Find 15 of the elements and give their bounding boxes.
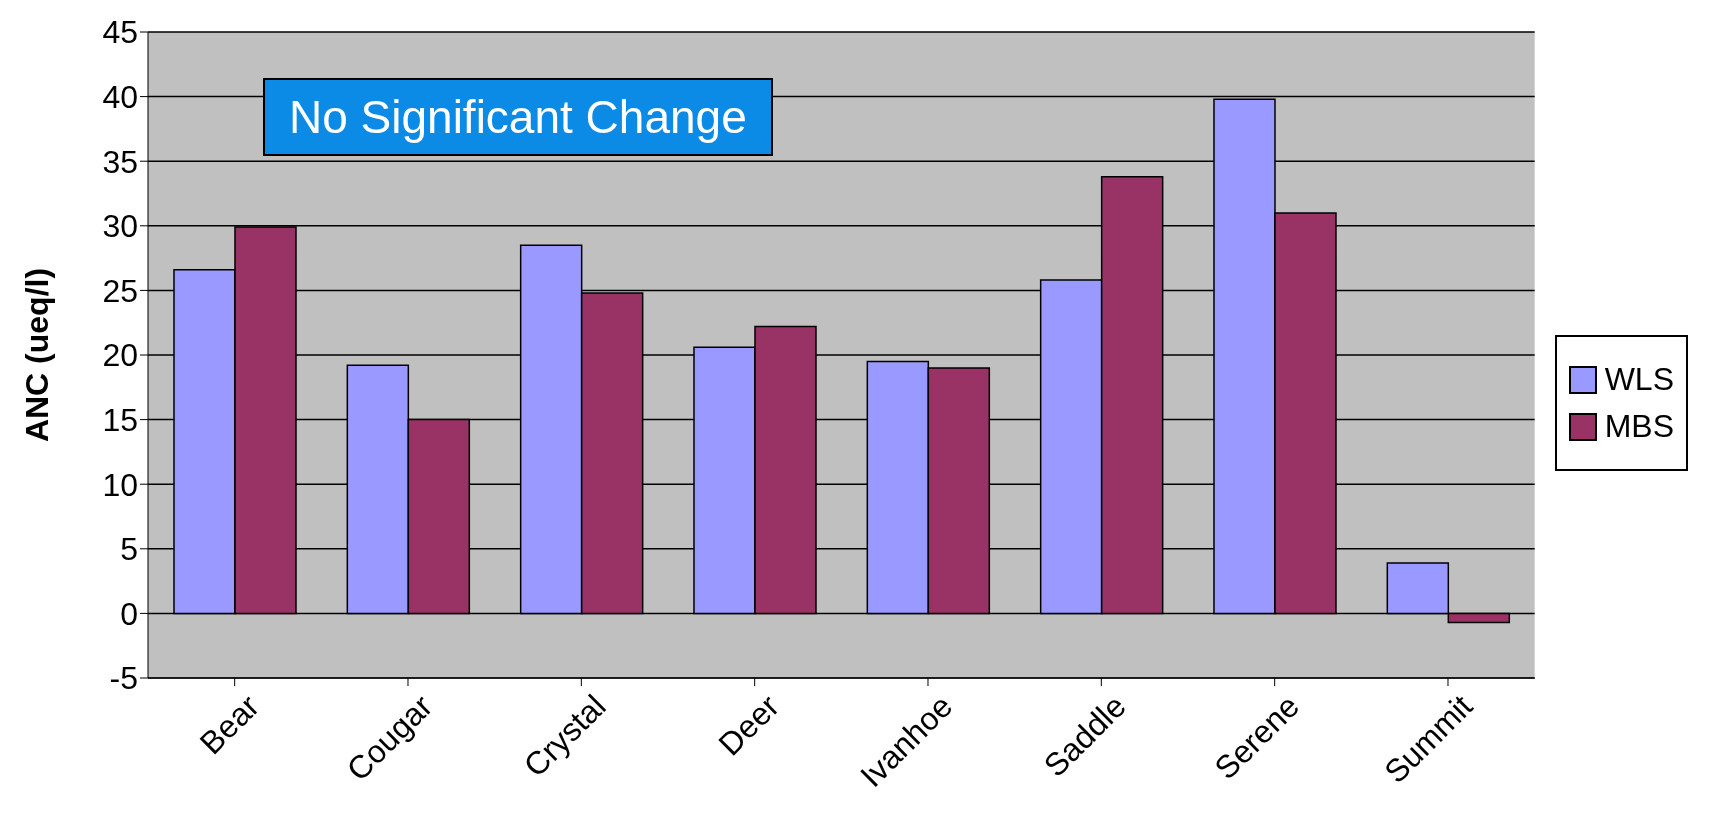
y-tick-label: 25 xyxy=(102,272,138,309)
y-tick-label: 0 xyxy=(120,595,138,632)
y-tick-label: 30 xyxy=(102,208,138,245)
y-tick-label: 5 xyxy=(120,531,138,568)
y-tick-label: 10 xyxy=(102,466,138,503)
y-axis-title: ANC (ueq/l) xyxy=(19,267,56,443)
y-tick-label: -5 xyxy=(109,660,138,697)
legend-label: MBS xyxy=(1604,408,1674,445)
y-tick-label: 20 xyxy=(102,337,138,374)
annotation: No Significant Change xyxy=(263,78,773,156)
y-tick-label: 35 xyxy=(102,143,138,180)
y-tick-label: 40 xyxy=(102,78,138,115)
legend-label: WLS xyxy=(1604,361,1674,398)
y-tick-label: 15 xyxy=(102,401,138,438)
y-tick-label: 45 xyxy=(102,14,138,51)
